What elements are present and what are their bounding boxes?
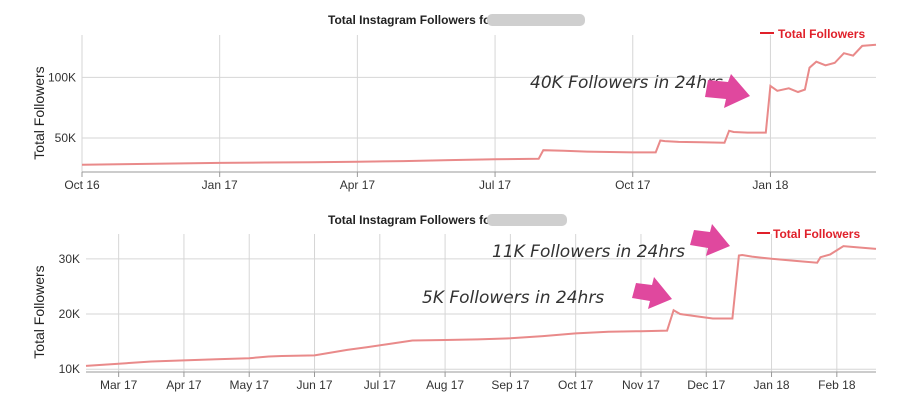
bottom-x-tick-label: Feb 18 <box>818 378 856 392</box>
bottom-y-axis-label: Total Followers <box>31 265 47 358</box>
top-x-tick-label: Apr 17 <box>340 178 376 192</box>
bottom-x-tick-label: May 17 <box>230 378 270 392</box>
bottom-x-tick-label: Jan 18 <box>754 378 790 392</box>
bottom-x-tick-label: Jun 17 <box>296 378 332 392</box>
top-chart-title: Total Instagram Followers for <box>328 13 495 27</box>
bottom-arrow-11k-icon <box>690 224 730 256</box>
bottom-y-tick-label: 20K <box>59 307 80 321</box>
top-annotation-40k: 40K Followers in 24hrs <box>530 73 723 93</box>
bottom-x-tick-label: Oct 17 <box>558 378 594 392</box>
top-gridlines <box>81 35 876 177</box>
top-x-tick-label: Oct 16 <box>64 178 100 192</box>
bottom-y-tick-label: 30K <box>59 252 80 266</box>
top-chart: Total Instagram Followers for Total Foll… <box>31 13 877 192</box>
top-y-axis-label: Total Followers <box>31 66 47 159</box>
bottom-chart-title: Total Instagram Followers for <box>328 213 495 227</box>
bottom-x-tick-label: Nov 17 <box>622 378 660 392</box>
bottom-x-tick-labels: Mar 17 Apr 17 May 17 Jun 17 Jul 17 Aug 17 Sep … <box>100 378 856 392</box>
top-y-tick-label: 50K <box>55 131 76 145</box>
top-y-tick-labels: 50K 100K <box>48 70 76 145</box>
bottom-legend-label: Total Followers <box>773 227 860 241</box>
top-x-tick-label: Jul 17 <box>479 178 511 192</box>
bottom-annotation-11k: 11K Followers in 24hrs <box>492 242 685 262</box>
bottom-gridlines <box>86 234 876 377</box>
top-arrow-icon <box>705 74 750 108</box>
top-blurred-username <box>487 14 585 26</box>
bottom-x-tick-label: Aug 17 <box>426 378 464 392</box>
bottom-series-line <box>85 245 877 367</box>
top-y-tick-label: 100K <box>48 70 76 84</box>
top-x-tick-labels: Oct 16 Jan 17 Apr 17 Jul 17 Oct 17 Jan 18 <box>64 178 788 192</box>
bottom-annotation-5k: 5K Followers in 24hrs <box>422 288 604 308</box>
bottom-chart: Total Instagram Followers for Total Foll… <box>31 213 877 392</box>
bottom-y-tick-labels: 10K 20K 30K <box>59 252 80 376</box>
top-x-tick-label: Jan 18 <box>752 178 788 192</box>
bottom-x-tick-label: Dec 17 <box>687 378 725 392</box>
bottom-y-tick-label: 10K <box>59 362 80 376</box>
bottom-arrow-5k-icon <box>632 277 672 309</box>
top-x-tick-label: Oct 17 <box>615 178 651 192</box>
bottom-x-tick-label: Sep 17 <box>491 378 529 392</box>
bottom-x-tick-label: Apr 17 <box>166 378 202 392</box>
bottom-blurred-username <box>487 214 567 226</box>
top-legend-label: Total Followers <box>778 27 865 41</box>
top-x-tick-label: Jan 17 <box>202 178 238 192</box>
bottom-x-tick-label: Mar 17 <box>100 378 138 392</box>
bottom-x-tick-label: Jul 17 <box>364 378 396 392</box>
top-series-line <box>81 43 877 166</box>
